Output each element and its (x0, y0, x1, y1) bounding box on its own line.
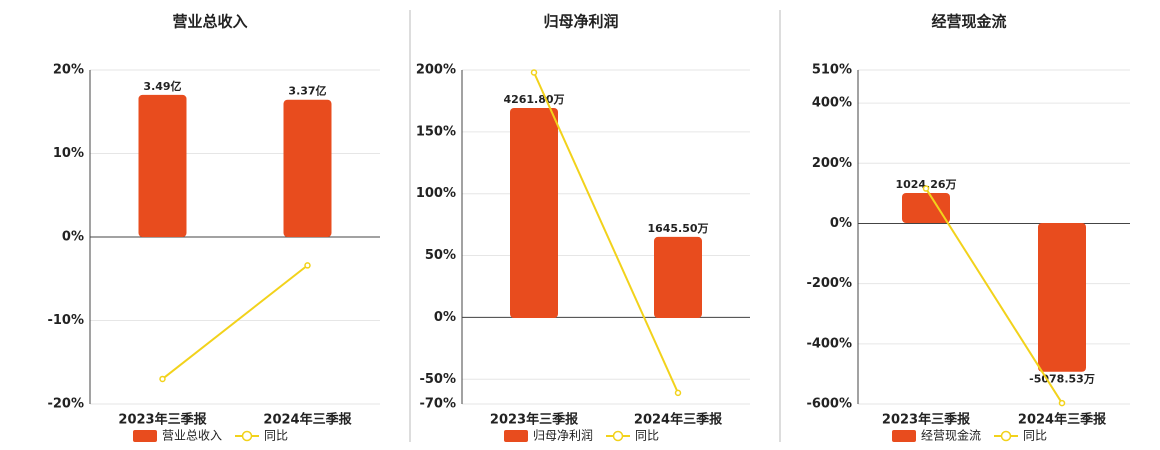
chart-title: 营业总收入 (172, 13, 247, 31)
y-tick-label: 20% (53, 63, 84, 78)
bar (654, 236, 702, 319)
y-tick-label: -20% (47, 397, 84, 412)
legend-swatch (892, 430, 916, 442)
legend-swatch (1000, 430, 1012, 442)
bar (138, 94, 187, 237)
y-tick-label: 100% (416, 186, 456, 201)
trend-line (161, 264, 309, 380)
trend-point (922, 185, 930, 192)
chart-title: 经营现金流 (931, 13, 1006, 31)
value-label: 3.49亿 (143, 79, 181, 93)
x-tick-label: 2024年三季报 (263, 412, 352, 428)
trend-point (674, 389, 682, 397)
legend-label: 同比 (1023, 429, 1047, 443)
y-tick-label: 200% (812, 156, 852, 171)
y-tick-label: -400% (806, 336, 852, 351)
x-tick-label: 2024年三季报 (634, 412, 723, 428)
trend-line (533, 72, 679, 394)
legend-label: 同比 (264, 429, 288, 443)
y-tick-label: 150% (416, 124, 456, 139)
y-tick-label: 200% (416, 63, 456, 78)
y-tick-label: 0% (62, 230, 84, 245)
bar (902, 193, 950, 224)
y-tick-label: -200% (806, 276, 852, 291)
legend-label: 归母净利润 (533, 429, 593, 443)
value-label: -5078.53万 (1029, 373, 1095, 386)
x-tick-label: 2023年三季报 (490, 412, 579, 428)
trend-point (304, 262, 311, 269)
legend-swatch (133, 430, 157, 442)
bar (510, 108, 558, 319)
y-tick-label: -50% (419, 372, 456, 387)
value-label: 1024.26万 (895, 178, 956, 191)
x-tick-label: 2023年三季报 (882, 412, 971, 428)
x-tick-label: 2023年三季报 (118, 412, 207, 428)
x-tick-label: 2024年三季报 (1018, 412, 1107, 428)
y-tick-label: 0% (830, 216, 852, 231)
bar (283, 99, 332, 237)
bar (1038, 223, 1086, 372)
legend-swatch (241, 430, 253, 442)
chart-title: 归母净利润 (543, 13, 618, 31)
trend-point (159, 375, 166, 383)
y-tick-label: -70% (419, 397, 456, 412)
legend-label: 营业总收入 (162, 429, 222, 443)
legend-label: 同比 (635, 429, 659, 443)
value-label: 3.37亿 (288, 84, 326, 98)
y-tick-label: 10% (53, 146, 84, 161)
legend-swatch (612, 430, 624, 442)
y-tick-label: 510% (812, 63, 852, 78)
trend-point (530, 69, 538, 76)
value-label: 1645.50万 (647, 222, 708, 235)
trend-line (925, 188, 1063, 404)
legend-label: 经营现金流 (921, 428, 981, 443)
y-tick-label: -10% (47, 313, 84, 328)
y-tick-label: -600% (806, 397, 852, 412)
y-tick-label: 50% (425, 248, 456, 263)
y-tick-label: 0% (434, 310, 456, 325)
legend-swatch (504, 430, 528, 442)
value-label: 4261.80万 (503, 93, 564, 106)
y-tick-label: 400% (812, 96, 852, 111)
trend-point (1058, 399, 1066, 407)
